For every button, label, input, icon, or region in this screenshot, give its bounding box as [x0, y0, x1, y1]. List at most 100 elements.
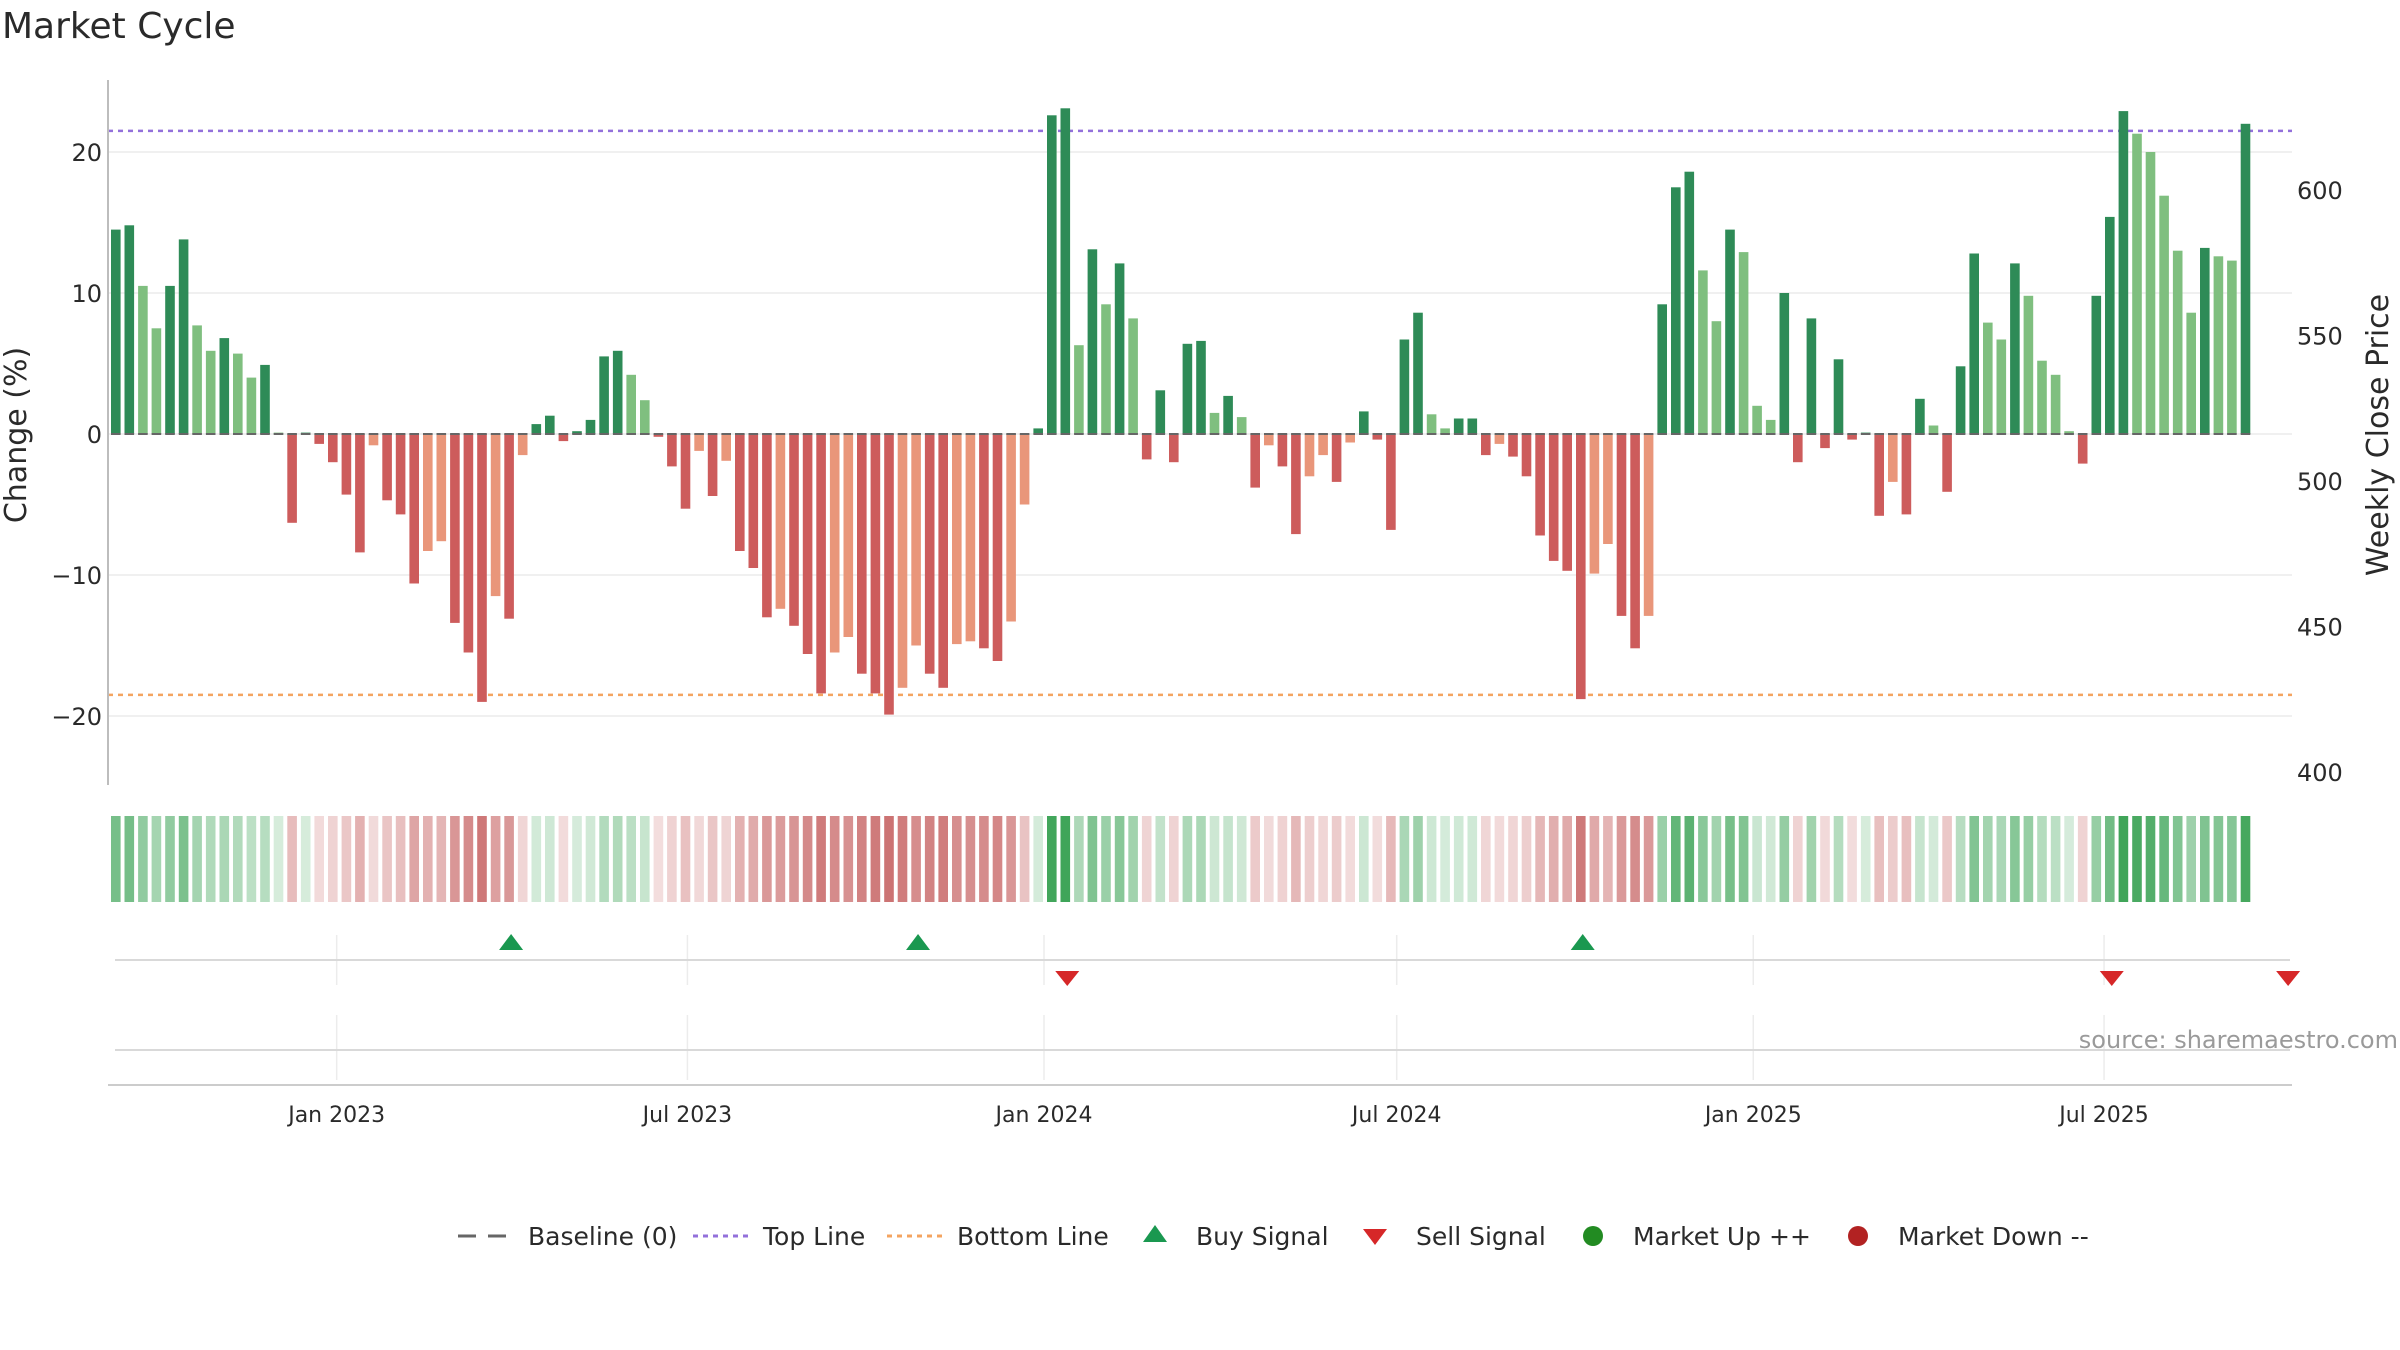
heat-cell: [1413, 816, 1423, 902]
heat-cell: [1671, 816, 1681, 902]
change-bar: [1888, 434, 1898, 482]
change-bar: [1467, 418, 1478, 434]
heat-cell: [1033, 816, 1043, 902]
heat-cell: [531, 816, 542, 902]
heat-cell: [490, 816, 501, 902]
heat-cell: [1548, 816, 1559, 902]
heat-cell: [1019, 816, 1030, 902]
heat-cell: [884, 816, 894, 902]
heat-cell: [1440, 816, 1450, 902]
heat-cell: [1047, 816, 1057, 902]
heat-cell: [1752, 816, 1762, 902]
heat-cell: [816, 816, 826, 902]
legend-label: Sell Signal: [1416, 1222, 1546, 1251]
heat-cell: [2200, 816, 2210, 902]
change-bar: [2010, 263, 2020, 434]
change-bar: [1399, 339, 1410, 434]
change-bar: [1359, 411, 1369, 434]
change-bar: [2159, 195, 2169, 434]
change-bar: [1616, 434, 1627, 616]
heat-cell: [762, 816, 772, 902]
change-bar: [1101, 304, 1111, 434]
change-bar: [1196, 340, 1206, 434]
change-bar: [205, 350, 216, 434]
sell-signal-marker: [2276, 971, 2301, 986]
heat-cell: [1711, 816, 1722, 902]
change-bar: [1033, 428, 1043, 434]
heat-cell: [1359, 816, 1369, 902]
heat-cell: [1860, 816, 1871, 902]
heat-cell: [626, 816, 636, 902]
heat-cell: [640, 816, 650, 902]
x-tick-label: Jul 2025: [2057, 1103, 2149, 1128]
change-bar: [1209, 412, 1220, 434]
heat-cell: [314, 816, 324, 902]
heat-cell: [1983, 816, 1993, 902]
heat-cell: [1453, 816, 1464, 902]
heat-cell: [1888, 816, 1898, 902]
y2-tick-label: 450: [2297, 614, 2343, 642]
change-bar: [1603, 434, 1613, 544]
heat-cell: [192, 816, 202, 902]
heat-cell: [979, 816, 989, 902]
change-bar: [599, 356, 609, 434]
heat-cell: [1779, 816, 1790, 902]
change-bar: [1657, 304, 1667, 434]
heat-cell: [1291, 816, 1301, 902]
heat-cell: [1806, 816, 1817, 902]
change-bar: [626, 374, 636, 434]
heat-cell: [1562, 816, 1572, 902]
change-bar: [341, 434, 352, 495]
heat-cell: [748, 816, 759, 902]
heat-cell: [1182, 816, 1193, 902]
heat-cell: [219, 816, 230, 902]
change-bar: [572, 431, 582, 434]
change-bar: [1087, 249, 1098, 434]
change-bar: [1141, 434, 1152, 460]
heat-cell: [1236, 816, 1247, 902]
heat-cell: [545, 816, 555, 902]
heat-cell: [1915, 816, 1925, 902]
change-bar: [2227, 260, 2237, 434]
heat-cell: [857, 816, 867, 902]
heat-cell: [707, 816, 718, 902]
change-bar: [1630, 434, 1640, 649]
axes: 20 10 0 −10 −20 600 550 500 450 400: [51, 80, 2343, 787]
change-bar: [2145, 152, 2156, 434]
change-bar: [1738, 252, 1749, 434]
heat-cell: [504, 816, 514, 902]
change-bar: [2077, 434, 2088, 464]
y2-tick-label: 400: [2297, 759, 2343, 787]
change-bar: [219, 338, 230, 434]
heat-cell: [1467, 816, 1478, 902]
change-bar: [816, 434, 826, 694]
source-note: source: sharemaestro.com: [2079, 1026, 2398, 1054]
y2-tick-label: 550: [2297, 323, 2343, 351]
legend-label: Buy Signal: [1196, 1222, 1329, 1251]
heat-cell: [1630, 816, 1640, 902]
change-bar: [178, 239, 189, 434]
change-bar: [612, 350, 623, 434]
change-bar: [1114, 263, 1125, 434]
change-bar: [2186, 312, 2196, 434]
y-axis-title: Change (%): [0, 347, 34, 523]
heat-cell: [2118, 816, 2129, 902]
heat-cell: [1684, 816, 1695, 902]
change-bar: [1548, 434, 1559, 561]
chart-title: Market Cycle: [2, 6, 236, 47]
change-bar: [1847, 434, 1857, 440]
heat-cell: [2172, 816, 2183, 902]
heat-cell: [1589, 816, 1600, 902]
heat-cell: [395, 816, 406, 902]
x-tick-label: Jan 2023: [286, 1103, 385, 1128]
change-bar: [870, 434, 881, 694]
change-bar: [735, 434, 745, 551]
heat-cell: [1494, 816, 1505, 902]
heat-cell: [1345, 816, 1355, 902]
legend-sell-icon: [1363, 1229, 1387, 1245]
heat-cell: [1521, 816, 1532, 902]
heat-cell: [1725, 816, 1735, 902]
legend-buy-icon: [1143, 1225, 1167, 1242]
change-bar: [1576, 434, 1586, 700]
heat-cell: [829, 816, 840, 902]
